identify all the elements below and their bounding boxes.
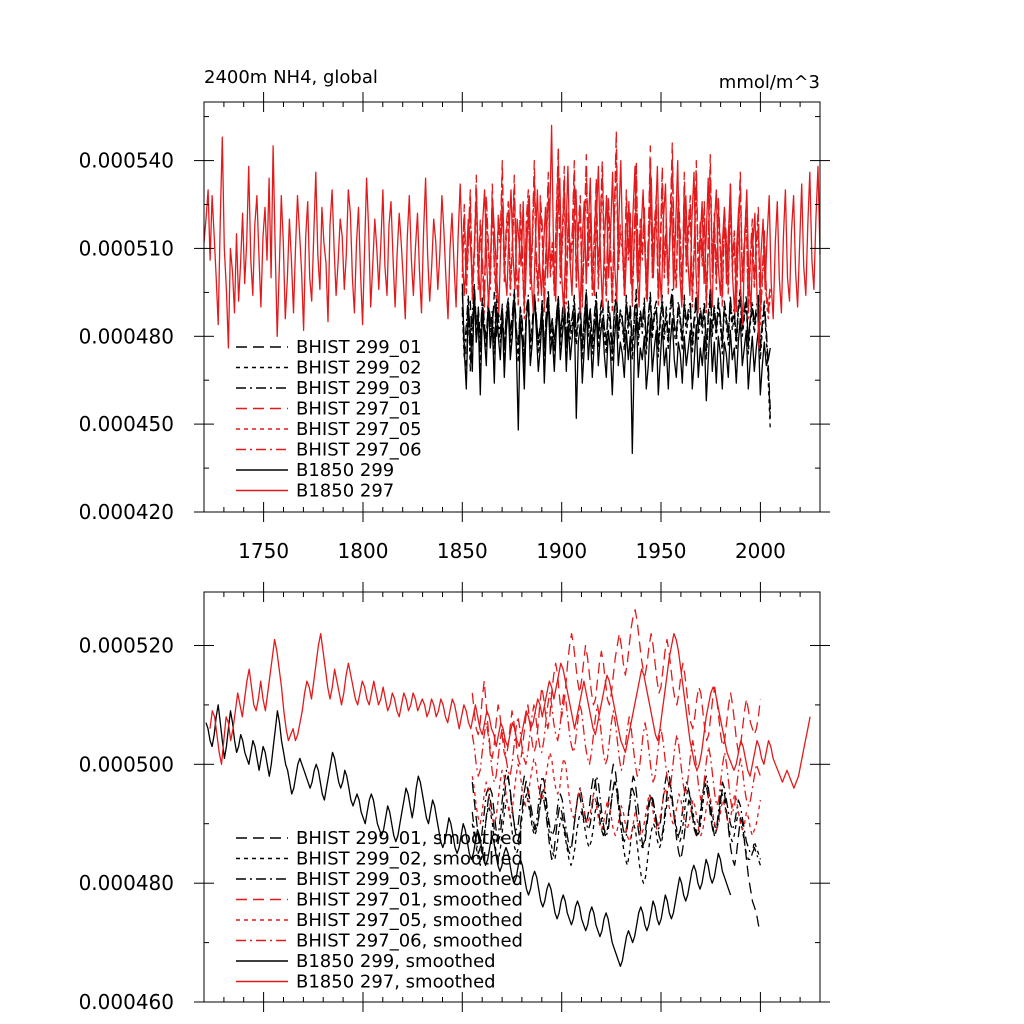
x-tick-label: 1850 [437, 539, 488, 563]
y-tick-label: 0.000480 [79, 871, 174, 895]
series-line-5 [471, 751, 762, 843]
series-line-8 [209, 632, 811, 789]
series-line-4 [461, 130, 771, 314]
legend-label: BHIST 297_01 [296, 399, 422, 420]
legend-label: BHIST 299_02 [296, 358, 422, 379]
panel2-frame [203, 591, 821, 1003]
legend-label: BHIST 299_02, smoothed [296, 849, 523, 870]
y-tick-label: 0.000540 [79, 149, 174, 173]
panel2-ticks: 0.000460 0.000480 0.000500 0.000520 [79, 582, 830, 1014]
y-tick-label: 0.000520 [79, 634, 174, 658]
series-line-1 [471, 763, 762, 931]
panel1-ticks: 1750 1800 1850 1900 1950 2000 0.000420 0.000450… [79, 92, 830, 563]
x-tick-label: 1950 [636, 539, 687, 563]
y-tick-label: 0.000480 [79, 324, 174, 348]
panel1-units: mmol/m^3 [719, 72, 820, 93]
legend-label: B1850 297 [296, 481, 394, 502]
bottom-panel: 0.000460 0.000480 0.000500 0.000520 BHIST 2… [79, 582, 830, 1014]
panel1-frame [203, 101, 821, 513]
series-line-6 [471, 692, 762, 813]
legend-label: BHIST 297_05 [296, 419, 422, 440]
legend-label: BHIST 299_01 [296, 337, 422, 358]
series-line-8 [203, 124, 821, 349]
legend-label: B1850 297, smoothed [296, 972, 496, 993]
panel2-series-group [205, 609, 811, 967]
y-tick-label: 0.000420 [79, 500, 174, 524]
x-tick-label: 1750 [238, 539, 289, 563]
legend-label: B1850 299 [296, 460, 394, 481]
panel1-title: 2400m NH4, global [204, 67, 378, 88]
legend-label: BHIST 299_03, smoothed [296, 869, 523, 890]
x-tick-label: 1900 [536, 539, 587, 563]
legend-label: BHIST 297_05, smoothed [296, 910, 523, 931]
legend-label: BHIST 297_01, smoothed [296, 890, 523, 911]
x-tick-label: 1800 [338, 539, 389, 563]
legend-label: BHIST 299_01, smoothed [296, 828, 523, 849]
panel1-series-group [203, 124, 821, 455]
series-line-7 [461, 283, 771, 455]
y-tick-label: 0.000450 [79, 412, 174, 436]
series-line-7 [205, 704, 732, 967]
x-tick-label: 2000 [735, 539, 786, 563]
series-line-5 [461, 159, 771, 326]
y-tick-label: 0.000500 [79, 752, 174, 776]
top-panel: 2400m NH4, global mmol/m^3 1750 1800 1850 1… [79, 67, 830, 563]
y-tick-label: 0.000460 [79, 990, 174, 1014]
legend-label: BHIST 299_03 [296, 378, 422, 399]
y-tick-label: 0.000510 [79, 236, 174, 260]
series-line-6 [461, 145, 771, 320]
series-line-4 [471, 609, 762, 765]
legend-label: B1850 299, smoothed [296, 951, 496, 972]
legend-label: BHIST 297_06, smoothed [296, 931, 523, 952]
legend-label: BHIST 297_06 [296, 440, 422, 461]
